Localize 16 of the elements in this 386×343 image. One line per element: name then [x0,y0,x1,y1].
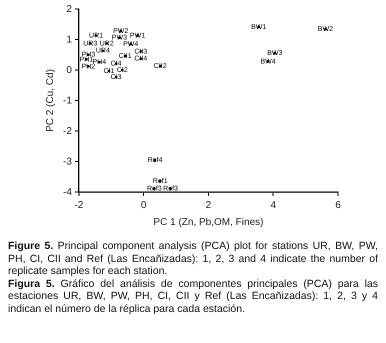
y-tick-label: -2 [62,126,72,137]
x-axis-title: PC 1 (Zn, Pb,OM, Fines) [153,216,264,228]
y-tick-label: 0 [66,64,72,76]
y-tick-label: 1 [66,34,72,46]
y-axis-title: PC 2 (Cu, Cd) [44,69,56,132]
x-tick-label: 2 [206,200,212,211]
text: Figura 5. Gráfico del análisis de componentes principales (PCA) para las estaciones UR, BW, PW, PH, CI, CII y Ref (Las Encañizadas): 1, 2, 3 y 4 indican el número de la réplica para cada estación. [8,278,378,315]
x-tick-label: 0 [140,200,147,211]
y-tick-label: 2 [66,4,72,15]
y-tick-label: -1 [62,95,72,106]
x-tick-label: 4 [270,200,276,211]
caption: Figure 5. Principal component analysis (PCA) plot for stations UR, BW, PW, PH, CI, CII and Ref (Las Encañizadas): 1, 2, 3 and 4 indicate the number of replicate samples for each station. [8,240,378,278]
y-tick-label: -4 [62,186,72,198]
x-tick-label: -2 [74,200,84,211]
y-tick-label: -3 [62,156,72,168]
x-tick-label: 6 [335,200,342,211]
